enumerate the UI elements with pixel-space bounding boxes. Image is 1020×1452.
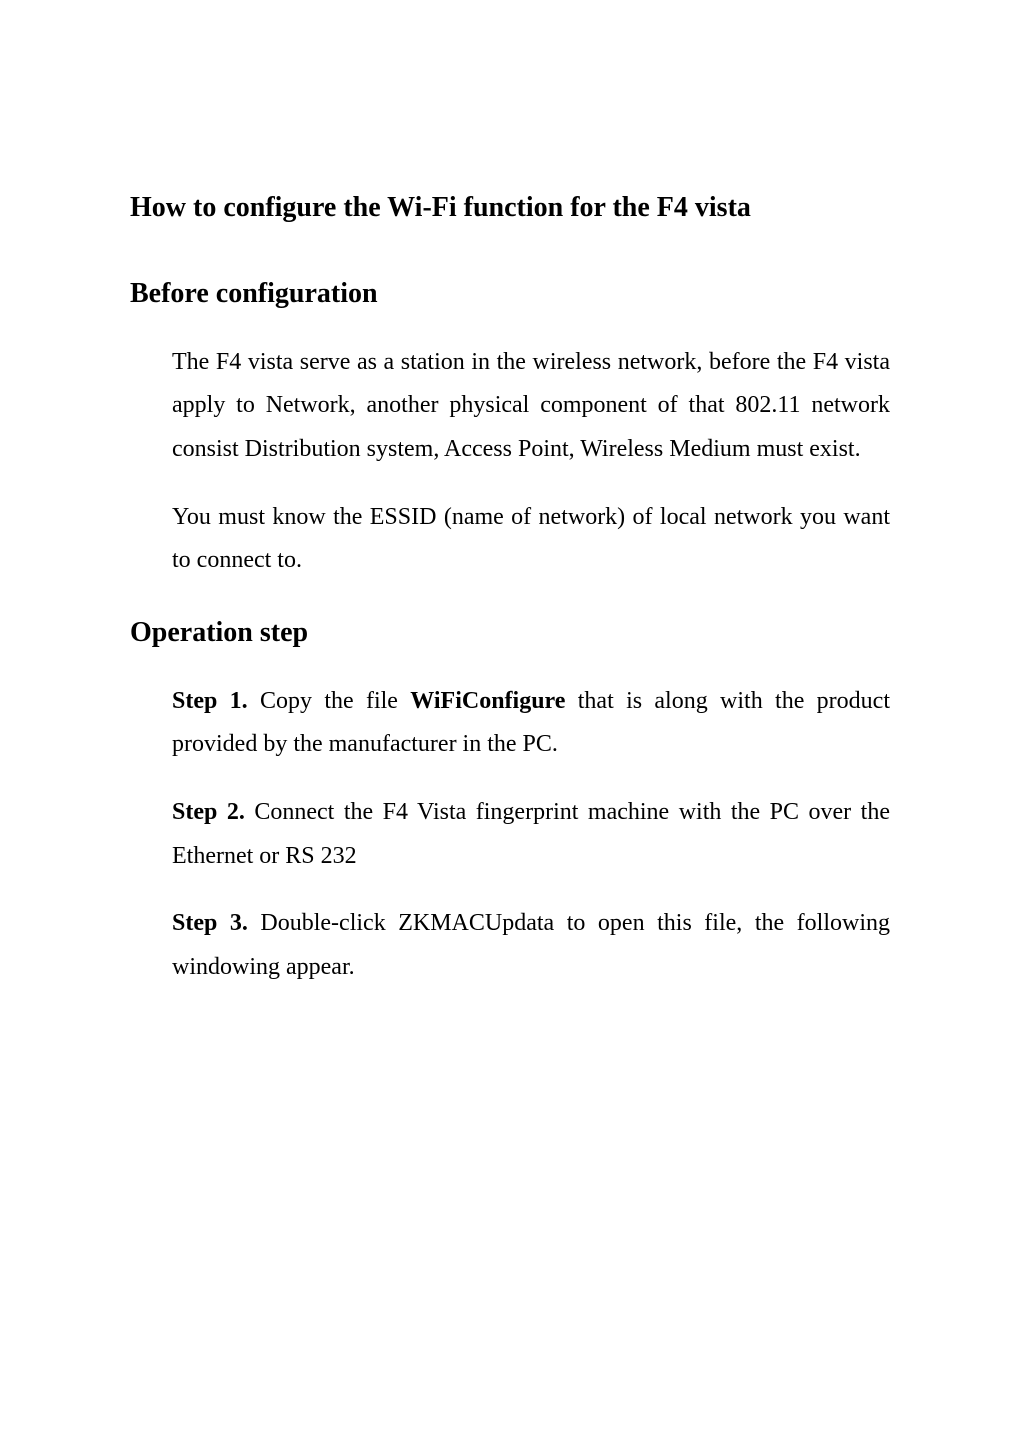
- section-heading-operation-step: Operation step: [130, 615, 890, 651]
- paragraph: Step 1. Copy the file WiFiConfigure that…: [172, 680, 890, 767]
- text-run-bold: Step 1.: [172, 688, 248, 714]
- text-run-bold: Step 3.: [172, 910, 248, 936]
- document-page: How to configure the Wi-Fi function for …: [0, 0, 1020, 1452]
- section-body-before-configuration: The F4 vista serve as a station in the w…: [130, 341, 890, 583]
- paragraph: You must know the ESSID (name of network…: [172, 496, 890, 583]
- text-run: You must know the ESSID (name of network…: [172, 504, 890, 574]
- text-run: Connect the F4 Vista fingerprint machine…: [172, 799, 890, 869]
- text-run: The F4 vista serve as a station in the w…: [172, 349, 890, 462]
- section-body-operation-step: Step 1. Copy the file WiFiConfigure that…: [130, 680, 890, 990]
- section-heading-before-configuration: Before configuration: [130, 276, 890, 312]
- paragraph: The F4 vista serve as a station in the w…: [172, 341, 890, 472]
- text-run-bold: Step 2.: [172, 799, 245, 825]
- page-title: How to configure the Wi-Fi function for …: [130, 190, 890, 226]
- paragraph: Step 2. Connect the F4 Vista fingerprint…: [172, 791, 890, 878]
- text-run: Double-click ZKMACUpdata to open this fi…: [172, 910, 890, 980]
- text-run: Copy the file: [248, 688, 411, 714]
- paragraph: Step 3. Double-click ZKMACUpdata to open…: [172, 902, 890, 989]
- text-run-bold: WiFiConfigure: [410, 688, 565, 714]
